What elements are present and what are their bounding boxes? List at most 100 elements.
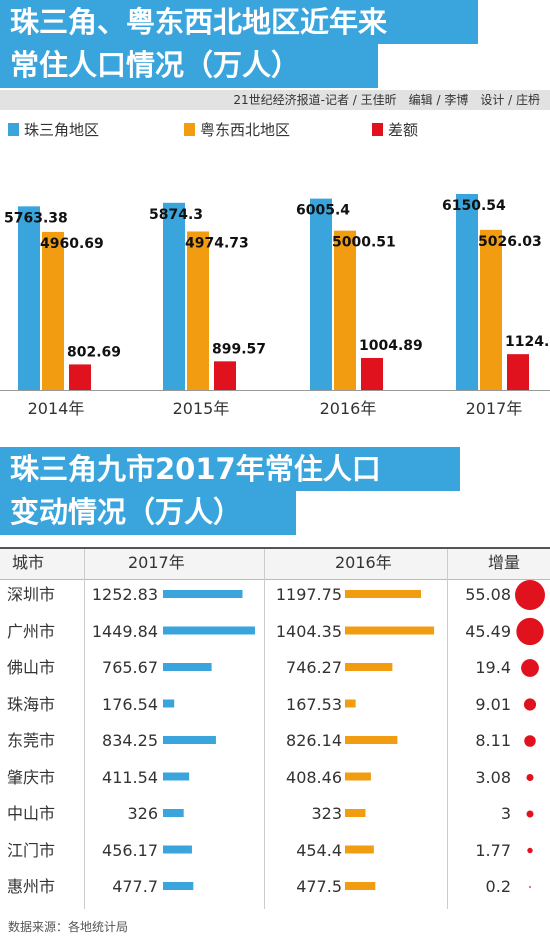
x-tick-label-2017年: 2017年 (466, 399, 523, 418)
bar-2017-佛山市 (163, 663, 212, 671)
value-increase: 9.01 (475, 694, 511, 714)
value-2017: 326 (127, 804, 158, 823)
city-name: 江门市 (7, 840, 56, 860)
value-2017: 765.67 (102, 658, 158, 677)
credit-line: 21世纪经济报道-记者 / 王佳昕 编辑 / 李博 设计 / 庄枬 (0, 90, 550, 110)
bar-2017-中山市 (163, 809, 184, 817)
data-label-差额-2014年: 802.69 (67, 344, 121, 360)
bar-差额-2016年 (361, 357, 383, 390)
table-title-line2: 变动情况（万人） (10, 495, 243, 529)
value-2016: 1197.75 (275, 585, 342, 604)
value-2017: 477.7 (112, 877, 158, 896)
x-tick-label-2015年: 2015年 (173, 399, 230, 418)
x-tick-label-2014年: 2014年 (28, 399, 85, 418)
data-label-珠三角地区-2015年: 5874.3 (149, 207, 203, 223)
bar-2016-惠州市 (345, 882, 376, 890)
value-2016: 408.46 (286, 767, 342, 787)
header-row-bg (0, 549, 550, 579)
legend-label-prd: 珠三角地区 (24, 121, 100, 139)
title-banner-1: 珠三角、粤东西北地区近年来 (0, 0, 478, 44)
city-name: 珠海市 (7, 694, 56, 714)
value-2016: 1404.35 (275, 621, 342, 641)
title-banner-2b: 变动情况（万人） (0, 491, 296, 535)
bar-珠三角地区-2015年 (163, 202, 185, 390)
city-name: 佛山市 (7, 658, 56, 677)
table-title-line1: 珠三角九市2017年常住人口 (10, 452, 381, 486)
increase-dot-珠海市 (523, 698, 537, 711)
data-label-珠三角地区-2014年: 5763.38 (4, 210, 68, 226)
bar-差额-2017年 (507, 354, 529, 390)
value-2017: 1449.84 (91, 621, 158, 641)
value-2016: 826.14 (286, 731, 342, 750)
city-name: 惠州市 (7, 877, 56, 896)
data-label-珠三角地区-2016年: 6005.4 (296, 203, 350, 219)
city-name: 肇庆市 (7, 767, 56, 787)
value-2016: 477.5 (296, 877, 342, 896)
bar-珠三角地区-2016年 (310, 198, 332, 390)
data-label-差额-2016年: 1004.89 (359, 338, 423, 354)
title-banner-2: 珠三角九市2017年常住人口 (0, 447, 460, 491)
legend-label-ewn: 粤东西北地区 (200, 121, 291, 139)
legend-item-diff: 差额 (372, 120, 418, 140)
bar-2017-惠州市 (163, 882, 194, 890)
bar-2017-珠海市 (163, 699, 175, 708)
value-increase: 0.2 (485, 877, 511, 896)
data-label-差额-2017年: 1124.51 (505, 334, 550, 350)
bar-差额-2014年 (69, 364, 91, 390)
legend-swatch-red (372, 123, 383, 136)
value-2016: 323 (311, 804, 342, 823)
col-header-2016: 2016年 (335, 553, 392, 572)
legend-swatch-blue (8, 123, 19, 136)
bar-粤东西北地区-2014年 (42, 231, 64, 390)
bar-2016-佛山市 (345, 663, 393, 671)
bar-2016-珠海市 (345, 699, 356, 708)
value-increase: 3.08 (475, 767, 511, 787)
bar-2017-江门市 (163, 845, 192, 854)
bar-粤东西北地区-2017年 (480, 229, 502, 390)
x-tick-label-2016年: 2016年 (320, 399, 377, 418)
col-header-city: 城市 (12, 553, 45, 572)
col-header-2017: 2017年 (128, 553, 185, 572)
value-2017: 1252.83 (91, 585, 158, 604)
title-banner-1b: 常住人口情况（万人） (0, 44, 378, 88)
increase-dot-肇庆市 (526, 773, 534, 782)
city-name: 中山市 (7, 804, 56, 823)
bar-2016-中山市 (345, 809, 366, 817)
bar-2016-深圳市 (345, 590, 422, 598)
bar-2017-深圳市 (163, 590, 243, 598)
legend-item-east-west-north: 粤东西北地区 (184, 120, 290, 140)
data-label-粤东西北地区-2017年: 5026.03 (478, 234, 542, 250)
value-increase: 3 (500, 804, 511, 823)
bar-2017-东莞市 (163, 736, 216, 744)
bar-2016-肇庆市 (345, 772, 371, 781)
table-top-border (0, 547, 550, 549)
bar-粤东西北地区-2016年 (334, 230, 356, 390)
bar-2016-东莞市 (345, 736, 398, 744)
bar-2017-广州市 (163, 626, 255, 635)
value-2016: 454.4 (296, 840, 342, 860)
bar-chart: 5763.38 4960.69 802.69 2014年 5874.3 4974.73 89… (0, 194, 550, 418)
chart-title-line1: 珠三角、粤东西北地区近年来 (10, 5, 388, 39)
data-label-粤东西北地区-2015年: 4974.73 (185, 235, 249, 251)
bar-2016-江门市 (345, 845, 374, 854)
value-2017: 411.54 (102, 767, 158, 787)
value-2017: 834.25 (102, 731, 158, 750)
value-increase: 19.4 (475, 658, 511, 677)
data-label-粤东西北地区-2016年: 5000.51 (332, 235, 396, 251)
value-increase: 8.11 (475, 731, 511, 750)
city-name: 广州市 (7, 621, 56, 641)
increase-dot-惠州市 (529, 886, 531, 888)
data-label-珠三角地区-2017年: 6150.54 (442, 198, 506, 214)
value-2016: 167.53 (286, 694, 342, 714)
legend-item-prd: 珠三角地区 (8, 120, 99, 140)
bar-粤东西北地区-2015年 (187, 231, 209, 390)
value-increase: 45.49 (465, 621, 511, 641)
data-label-差额-2015年: 899.57 (212, 341, 266, 357)
increase-dot-佛山市 (521, 659, 539, 677)
increase-dot-深圳市 (515, 580, 545, 610)
value-increase: 1.77 (475, 840, 511, 860)
city-name: 东莞市 (7, 731, 56, 750)
chart-title-line2: 常住人口情况（万人） (10, 48, 301, 82)
increase-dot-江门市 (527, 847, 533, 854)
col-header-increase: 增量 (488, 553, 521, 572)
